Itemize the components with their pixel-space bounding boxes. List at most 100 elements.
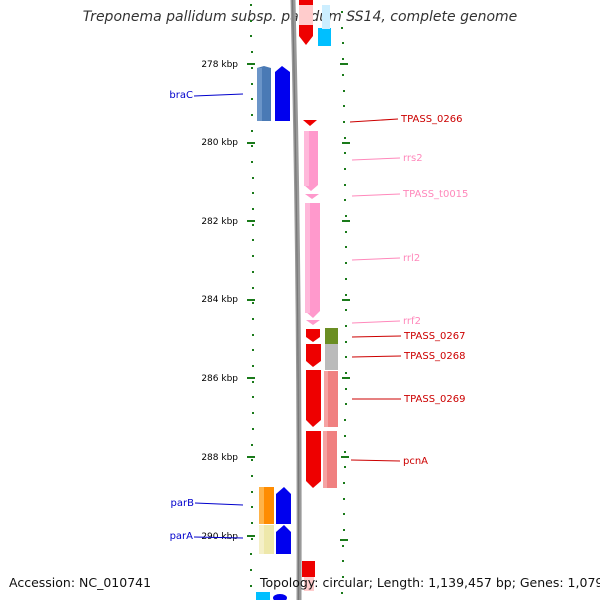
minor-tick [252, 396, 254, 398]
left-label-group: braC parB parA [169, 90, 244, 542]
minor-tick [345, 388, 347, 390]
minor-tick [251, 444, 253, 446]
minor-tick [250, 35, 252, 37]
minor-tick [342, 560, 344, 562]
right-label-group: TPASS_0266 rrs2 TPASS_t0015 rrl2 rrf2 TP… [349, 114, 468, 467]
minor-tick [251, 145, 253, 147]
minor-tick [251, 475, 253, 477]
label-braC: braC [169, 90, 193, 101]
minor-tick [343, 498, 345, 500]
minor-tick [252, 224, 254, 226]
minor-tick [251, 522, 253, 524]
feature-TPASS_0266 [303, 120, 317, 126]
minor-tick [252, 255, 254, 257]
minor-tick [251, 98, 253, 100]
minor-tick [252, 318, 254, 320]
feature-TPASS_0268 [306, 344, 321, 367]
top-partial-features [299, 0, 331, 46]
axis-label-288: 288 kbp [201, 453, 238, 463]
minor-tick [251, 83, 253, 85]
minor-tick [345, 403, 347, 405]
minor-tick [251, 491, 253, 493]
minor-tick [342, 42, 344, 44]
minor-tick [341, 27, 343, 29]
minor-tick [341, 592, 343, 594]
minor-tick [252, 287, 254, 289]
feature-parB [276, 487, 291, 524]
genome-backbone-highlight [291, 0, 300, 600]
label-TPASS_t0015: TPASS_t0015 [402, 189, 468, 200]
minor-tick [344, 466, 346, 468]
minor-tick [343, 90, 345, 92]
minor-tick [251, 538, 253, 540]
minor-tick [252, 381, 254, 383]
minor-tick [251, 459, 253, 461]
minor-tick [251, 506, 253, 508]
axis-label-290: 290 kbp [201, 532, 238, 542]
minor-tick [252, 349, 254, 351]
left-features [256, 66, 291, 600]
minor-tick [344, 137, 346, 139]
minor-tick [343, 513, 345, 515]
minor-tick [343, 482, 345, 484]
minor-tick [252, 412, 254, 414]
minor-tick [250, 553, 252, 555]
minor-tick [343, 121, 345, 123]
minor-tick [345, 309, 347, 311]
feature-TPASS_0267 [306, 329, 320, 342]
minor-tick [344, 419, 346, 421]
label-pcnA: pcnA [403, 456, 428, 467]
minor-tick [250, 569, 252, 571]
label-TPASS_0267: TPASS_0267 [403, 331, 465, 342]
label-TPASS_0266: TPASS_0266 [400, 114, 462, 125]
label-rrs2: rrs2 [403, 153, 423, 164]
minor-tick [342, 58, 344, 60]
summary-text: Topology: circular; Length: 1,139,457 bp… [260, 575, 600, 590]
tick-marks [250, 4, 347, 594]
minor-tick [251, 161, 253, 163]
minor-tick [343, 529, 345, 531]
feature-olive [325, 328, 338, 344]
minor-tick [252, 239, 254, 241]
feature-parA [276, 525, 291, 554]
minor-tick [345, 278, 347, 280]
minor-tick [344, 184, 346, 186]
label-rrl2: rrl2 [403, 253, 420, 264]
minor-tick [342, 545, 344, 547]
axis-label-284: 284 kbp [201, 295, 238, 305]
label-parB: parB [171, 498, 195, 509]
axis-label-286: 286 kbp [201, 374, 238, 384]
minor-tick [345, 372, 347, 374]
minor-tick [345, 356, 347, 358]
minor-tick [344, 152, 346, 154]
feature-gray [325, 344, 338, 370]
minor-tick [251, 114, 253, 116]
minor-tick [250, 585, 252, 587]
minor-tick [343, 105, 345, 107]
minor-tick [250, 4, 252, 6]
minor-tick [345, 294, 347, 296]
minor-tick [344, 168, 346, 170]
feature-braC [275, 66, 290, 121]
minor-tick [252, 208, 254, 210]
minor-tick [252, 334, 254, 336]
minor-tick [344, 451, 346, 453]
feature-rrf2 [306, 320, 320, 325]
feature-TPASS_t0015 [305, 194, 319, 199]
feature-pcnA [306, 431, 321, 488]
label-rrf2: rrf2 [403, 316, 421, 327]
minor-tick [345, 246, 347, 248]
label-TPASS_0269: TPASS_0269 [403, 394, 465, 405]
label-TPASS_0268: TPASS_0268 [403, 351, 465, 362]
minor-tick [251, 130, 253, 132]
minor-tick [251, 51, 253, 53]
axis-labels: 278 kbp 280 kbp 282 kbp 284 kbp 286 kbp … [201, 60, 238, 542]
axis-major-ticks [247, 63, 350, 541]
minor-tick [341, 11, 343, 13]
minor-tick [345, 262, 347, 264]
minor-tick [344, 199, 346, 201]
minor-tick [252, 365, 254, 367]
minor-tick [345, 215, 347, 217]
minor-tick [345, 325, 347, 327]
